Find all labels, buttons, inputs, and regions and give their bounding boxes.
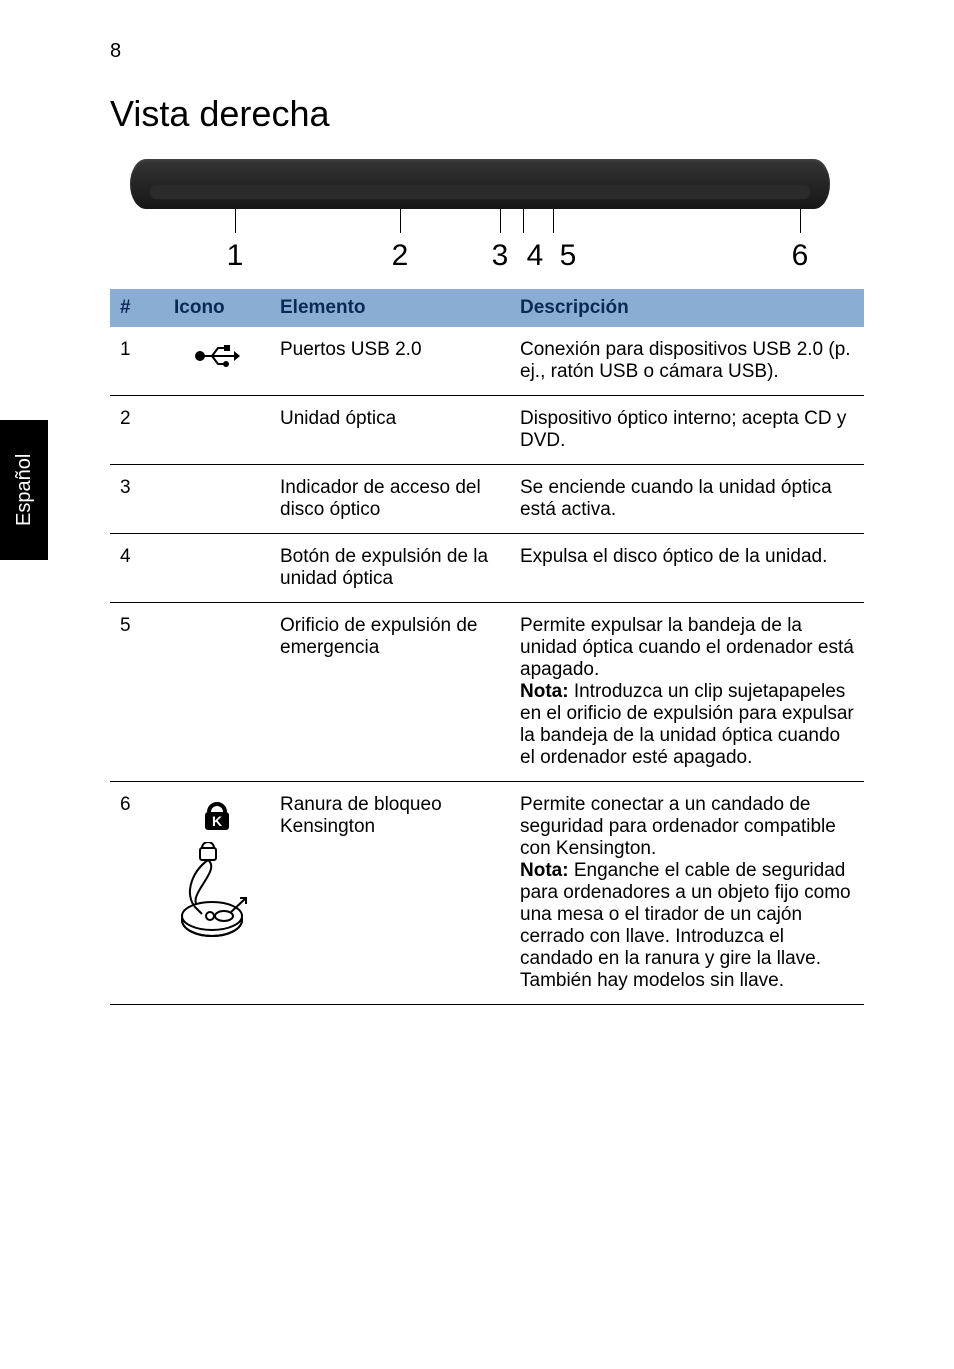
callout-number: 1 [227, 239, 244, 273]
no-icon [164, 396, 270, 465]
usb-port-graphic [240, 185, 272, 197]
callout-number: 5 [560, 239, 577, 273]
row-number: 4 [110, 534, 164, 603]
no-icon [164, 534, 270, 603]
table-header-icon: Icono [164, 289, 270, 327]
row-desc: Se enciende cuando la unidad óptica está… [510, 465, 864, 534]
callout-number: 2 [392, 239, 409, 273]
row-element: Botón de expulsión de la unidad óptica [270, 534, 510, 603]
optical-indicator-graphic [495, 185, 507, 197]
row-desc: Permite expulsar la bandeja de la unidad… [510, 603, 864, 782]
row-number: 2 [110, 396, 164, 465]
kensington-icon-cell: K [164, 782, 270, 1005]
page-number: 8 [110, 40, 864, 63]
kensington-lock-icon: K [197, 794, 237, 834]
table-row: 3 Indicador de acceso del disco óptico S… [110, 465, 864, 534]
table-row: 1 Puertos USB 2.0 [110, 327, 864, 396]
row-desc-main: Permite conectar a un candado de segurid… [520, 794, 836, 859]
laptop-side-view-graphic [130, 159, 830, 209]
note-label: Nota: [520, 860, 569, 881]
callout-lines: 1 2 3 4 5 6 [130, 209, 830, 279]
no-icon [164, 603, 270, 782]
row-number: 6 [110, 782, 164, 1005]
table-header-element: Elemento [270, 289, 510, 327]
usb-port-graphic [200, 185, 232, 197]
note-text: Introduzca un clip sujetapapeles en el o… [520, 681, 854, 768]
row-desc-main: Permite expulsar la bandeja de la unidad… [520, 615, 854, 680]
svg-text:K: K [212, 813, 222, 829]
callout-number: 3 [492, 239, 509, 273]
eject-button-graphic [520, 185, 528, 197]
hero-illustration: 1 2 3 4 5 6 [130, 159, 864, 279]
page-root: 8 Español Vista derecha 1 2 3 4 5 6 [0, 0, 954, 1045]
row-element: Unidad óptica [270, 396, 510, 465]
row-number: 5 [110, 603, 164, 782]
kensington-lock-cable-icon [174, 842, 260, 942]
note-label: Nota: [520, 681, 569, 702]
usb-icon [164, 327, 270, 396]
row-desc: Dispositivo óptico interno; acepta CD y … [510, 396, 864, 465]
table-row: 4 Botón de expulsión de la unidad óptica… [110, 534, 864, 603]
row-element: Orificio de expulsión de emergencia [270, 603, 510, 782]
language-side-tab: Español [0, 420, 48, 560]
optical-drive-graphic [360, 185, 442, 197]
table-row: 2 Unidad óptica Dispositivo óptico inter… [110, 396, 864, 465]
no-icon [164, 465, 270, 534]
callout-number: 4 [527, 239, 544, 273]
table-row: 5 Orificio de expulsión de emergencia Pe… [110, 603, 864, 782]
note-text: Enganche el cable de seguridad para orde… [520, 860, 851, 991]
table-header-row: # Icono Elemento Descripción [110, 289, 864, 327]
row-desc: Permite conectar a un candado de segurid… [510, 782, 864, 1005]
row-element: Indicador de acceso del disco óptico [270, 465, 510, 534]
section-title: Vista derecha [110, 93, 864, 135]
row-number: 1 [110, 327, 164, 396]
row-desc: Expulsa el disco óptico de la unidad. [510, 534, 864, 603]
row-number: 3 [110, 465, 164, 534]
table-row: 6 K [110, 782, 864, 1005]
row-desc: Conexión para dispositivos USB 2.0 (p. e… [510, 327, 864, 396]
table-header-num: # [110, 289, 164, 327]
kensington-slot-graphic [795, 185, 805, 197]
spec-table: # Icono Elemento Descripción 1 [110, 289, 864, 1005]
callout-number: 6 [792, 239, 809, 273]
row-element: Puertos USB 2.0 [270, 327, 510, 396]
row-element: Ranura de bloqueo Kensington [270, 782, 510, 1005]
emergency-eject-graphic [550, 185, 558, 197]
table-header-desc: Descripción [510, 289, 864, 327]
